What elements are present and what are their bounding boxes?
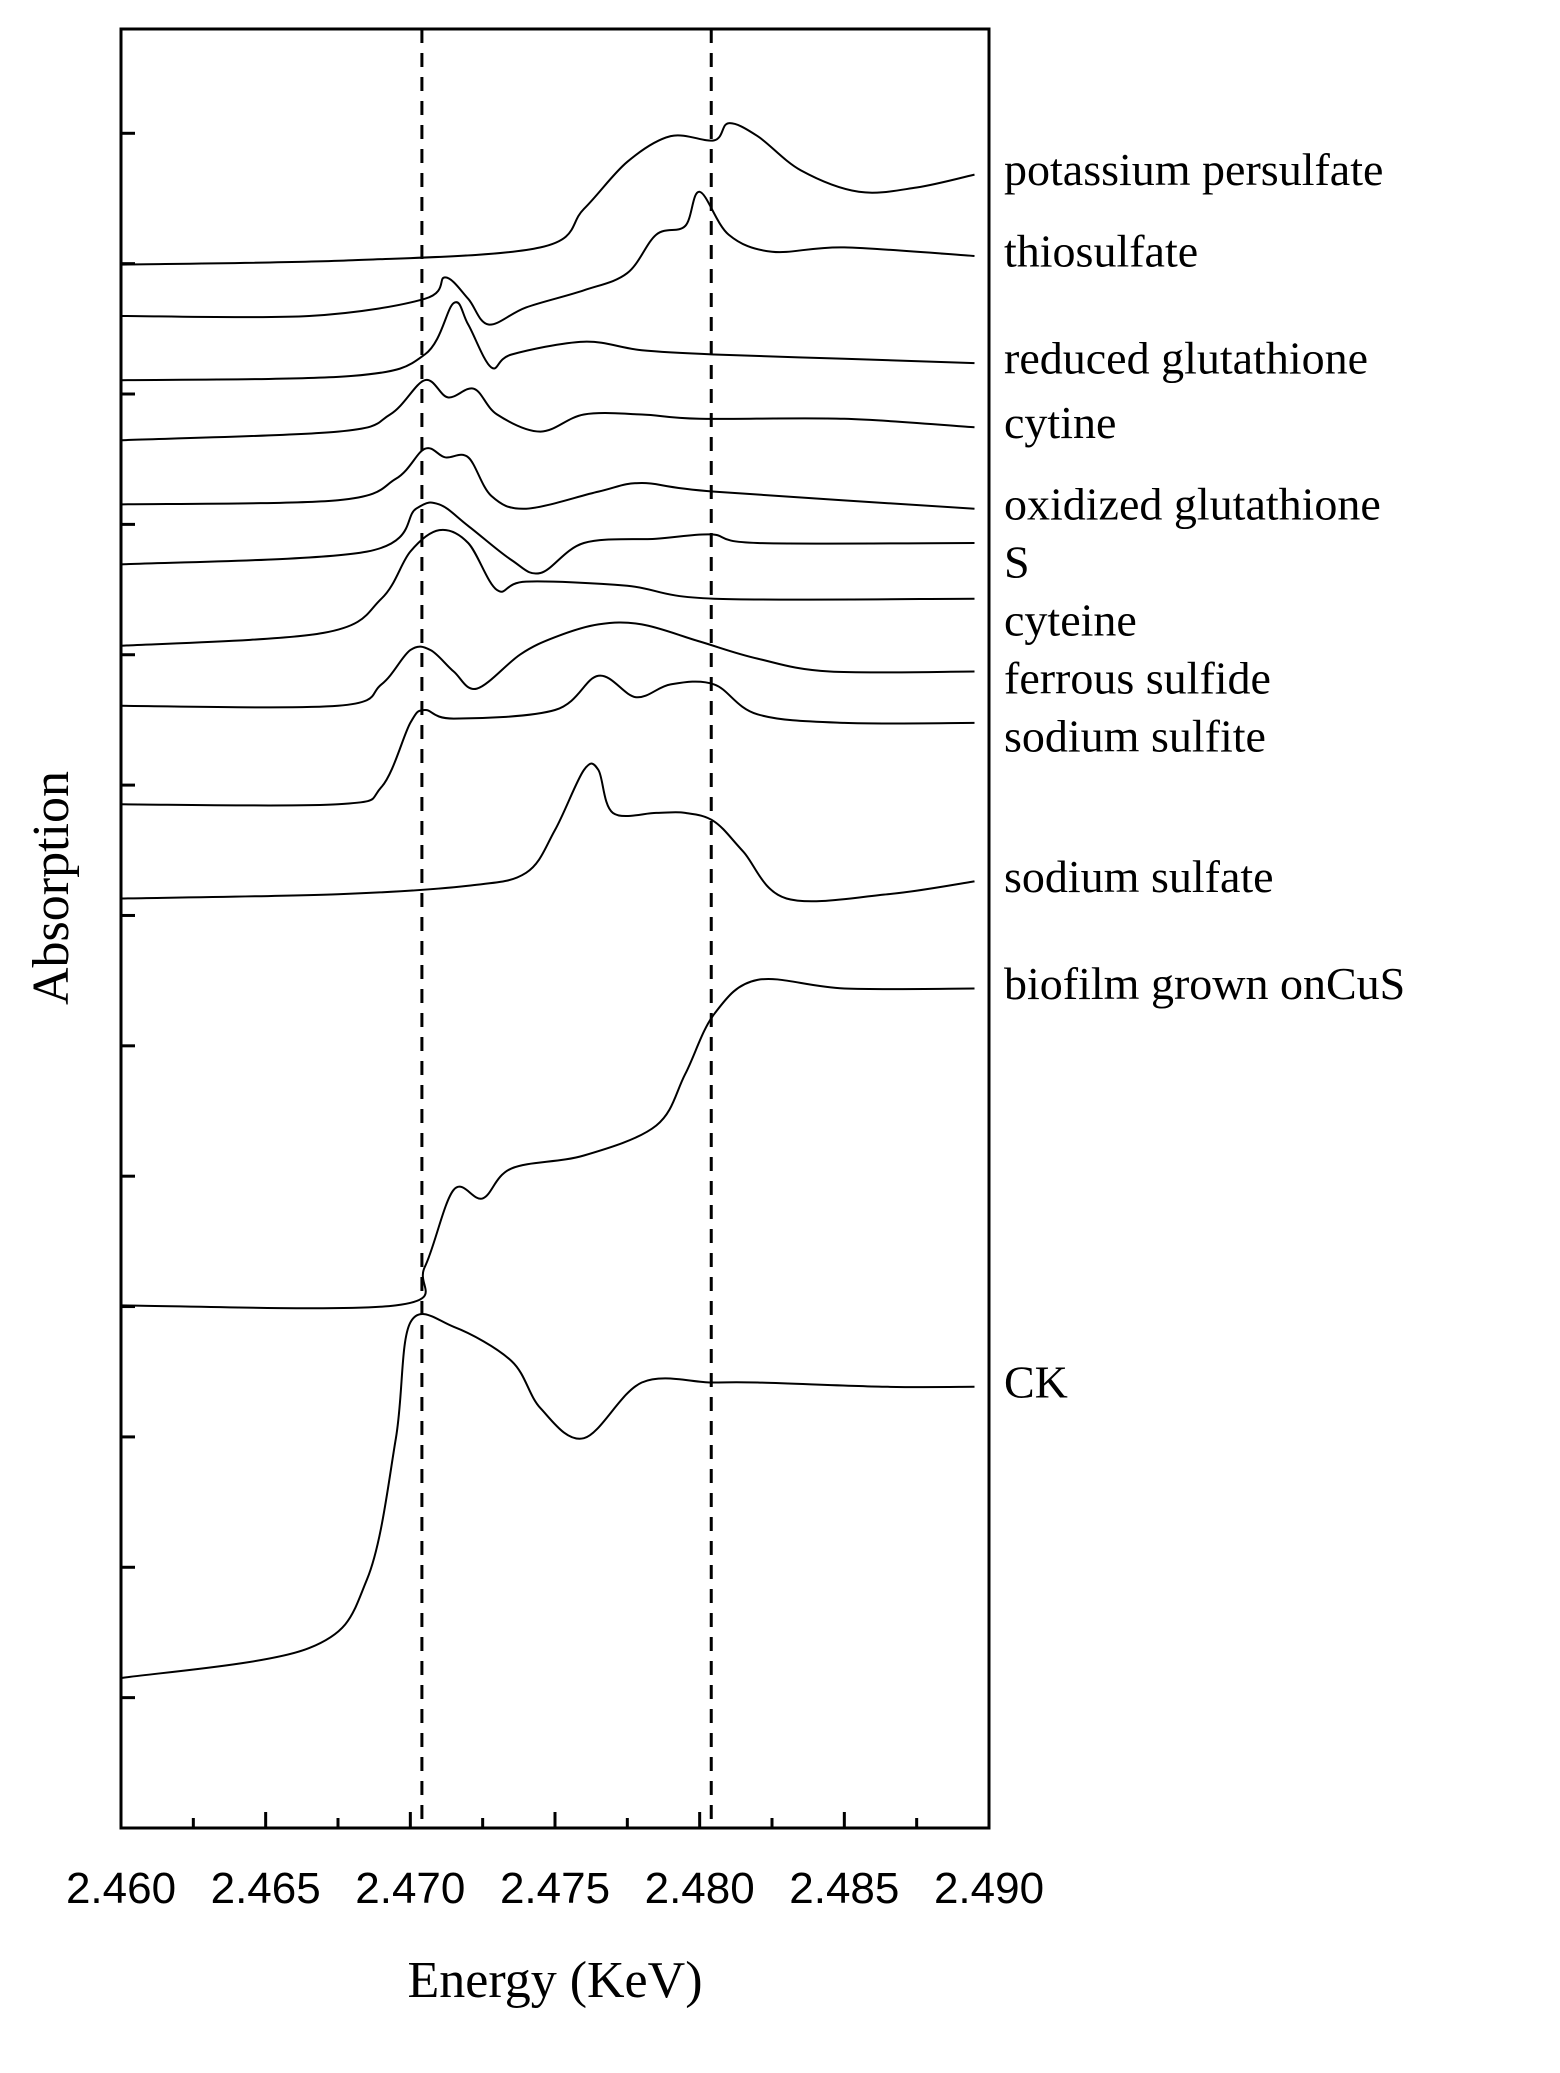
series-label-cytine: cytine <box>1004 397 1116 448</box>
series-line-s <box>120 501 975 575</box>
reference-lines <box>420 29 713 1828</box>
series-label-reduced-glutathione: reduced glutathione <box>1004 333 1368 384</box>
x-tick-label: 2.490 <box>934 1864 1044 1913</box>
series-line-biofilm-grown-oncus <box>120 977 975 1310</box>
series-line-cytine <box>120 379 975 442</box>
series-label-oxidized-glutathione: oxidized glutathione <box>1004 478 1381 529</box>
x-tick-label: 2.460 <box>66 1864 176 1913</box>
y-axis-label: Absorption <box>23 771 80 1005</box>
y-axis-ticks <box>121 131 135 1700</box>
series-line-sodium-sulfite <box>120 674 975 807</box>
series-line-ck <box>120 1313 975 1680</box>
x-axis-label: Energy (KeV) <box>407 1952 702 2009</box>
series-label-biofilm-grown-oncus: biofilm grown onCuS <box>1004 958 1405 1009</box>
series-line-thiosulfate <box>120 190 975 326</box>
series-labels: potassium persulfate thiosulfate reduced g… <box>1004 144 1405 1407</box>
series-label-sodium-sulfate: sodium sulfate <box>1004 851 1274 902</box>
x-tick-label: 2.475 <box>500 1864 610 1913</box>
series-label-cyteine: cyteine <box>1004 594 1137 645</box>
x-axis-ticks <box>119 1812 991 1828</box>
series-label-sodium-sulfite: sodium sulfite <box>1004 710 1266 761</box>
series-label-ferrous-sulfide: ferrous sulfide <box>1004 652 1271 703</box>
series-line-oxidized-glutathione <box>120 447 975 510</box>
x-tick-label: 2.480 <box>645 1864 755 1913</box>
series-label-thiosulfate: thiosulfate <box>1004 226 1198 277</box>
series-line-potassium-persulfate <box>120 122 975 266</box>
series-line-sodium-sulfate <box>120 762 975 903</box>
series-line-ferrous-sulfide <box>120 621 975 709</box>
x-axis-tick-labels: 2.460 2.465 2.470 2.475 2.480 2.485 2.490 <box>66 1864 1044 1913</box>
x-tick-label: 2.470 <box>355 1864 465 1913</box>
x-tick-label: 2.465 <box>211 1864 321 1913</box>
series-label-potassium-persulfate: potassium persulfate <box>1004 144 1383 195</box>
series-label-s: S <box>1004 536 1030 587</box>
series-lines <box>120 122 975 1680</box>
series-label-ck: CK <box>1004 1356 1068 1407</box>
series-line-reduced-glutathione <box>120 301 975 382</box>
series-line-cyteine <box>120 528 975 647</box>
x-tick-label: 2.485 <box>789 1864 899 1913</box>
